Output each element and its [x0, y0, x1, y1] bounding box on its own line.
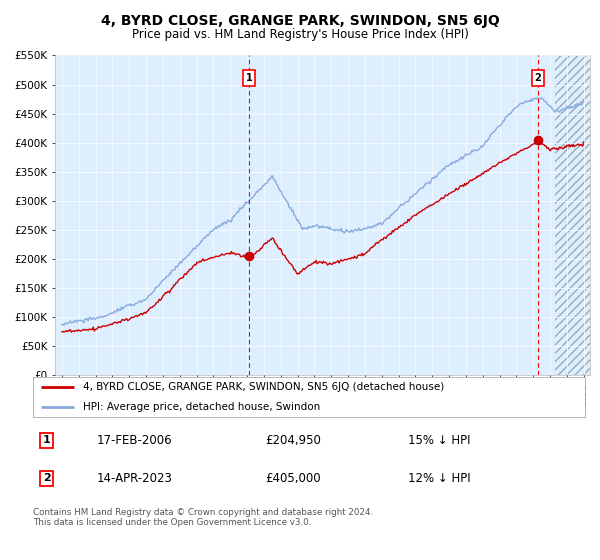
Text: 14-APR-2023: 14-APR-2023 [97, 472, 172, 485]
Text: Contains HM Land Registry data © Crown copyright and database right 2024.
This d: Contains HM Land Registry data © Crown c… [33, 508, 373, 528]
Text: £405,000: £405,000 [265, 472, 320, 485]
Text: 2: 2 [43, 473, 50, 483]
Text: HPI: Average price, detached house, Swindon: HPI: Average price, detached house, Swin… [83, 402, 320, 412]
Text: 2: 2 [535, 73, 541, 83]
Text: 17-FEB-2006: 17-FEB-2006 [97, 434, 172, 447]
Text: 15% ↓ HPI: 15% ↓ HPI [409, 434, 471, 447]
Text: 12% ↓ HPI: 12% ↓ HPI [409, 472, 471, 485]
Text: 1: 1 [43, 435, 50, 445]
Text: 4, BYRD CLOSE, GRANGE PARK, SWINDON, SN5 6JQ: 4, BYRD CLOSE, GRANGE PARK, SWINDON, SN5… [101, 14, 499, 28]
Text: 1: 1 [246, 73, 253, 83]
Text: £204,950: £204,950 [265, 434, 321, 447]
Text: Price paid vs. HM Land Registry's House Price Index (HPI): Price paid vs. HM Land Registry's House … [131, 28, 469, 41]
Text: 4, BYRD CLOSE, GRANGE PARK, SWINDON, SN5 6JQ (detached house): 4, BYRD CLOSE, GRANGE PARK, SWINDON, SN5… [83, 382, 444, 392]
